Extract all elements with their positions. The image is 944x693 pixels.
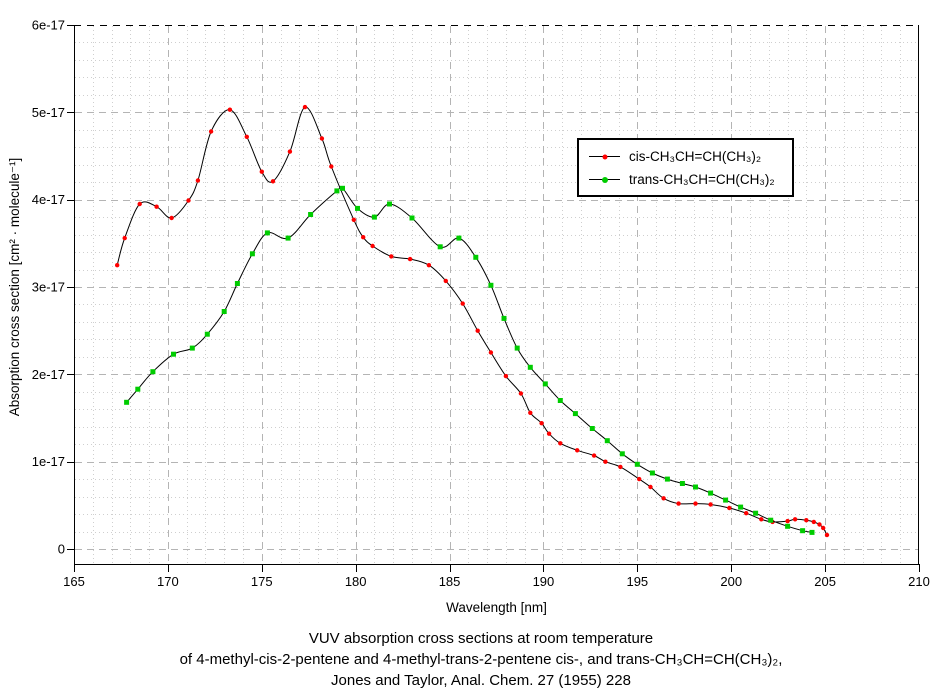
cis-marker-icon	[602, 154, 607, 159]
svg-text:180: 180	[345, 574, 367, 589]
svg-text:1e-17: 1e-17	[32, 454, 65, 469]
series-trans	[124, 185, 815, 535]
caption-line-3: Jones and Taylor, Anal. Chem. 27 (1955) …	[331, 672, 631, 689]
tick-labels: 0 1e-17 2e-17 3e-17 4e-17 5e-17 6e-17 165 170 175…	[32, 18, 930, 590]
legend-item-cis: cis-CH₃CH=CH(CH₃)₂	[589, 146, 792, 166]
svg-text:210: 210	[908, 574, 930, 589]
legend-label-cis: cis-CH₃CH=CH(CH₃)₂	[629, 148, 762, 164]
grid-minor	[75, 26, 918, 563]
axis-frame	[74, 25, 919, 565]
svg-text:5e-17: 5e-17	[32, 105, 65, 120]
axis-ticks	[67, 25, 920, 572]
svg-text:165: 165	[63, 574, 85, 589]
svg-text:2e-17: 2e-17	[32, 367, 65, 382]
trans-line-sample	[589, 176, 620, 183]
series-cis	[115, 104, 830, 538]
trans-marker-icon	[601, 176, 608, 183]
svg-text:195: 195	[626, 574, 648, 589]
svg-text:0: 0	[58, 542, 65, 557]
svg-text:170: 170	[157, 574, 179, 589]
svg-text:6e-17: 6e-17	[32, 18, 65, 33]
y-axis-title-text: Absorption cross section [cm² · molecule…	[7, 157, 22, 417]
svg-text:185: 185	[439, 574, 461, 589]
svg-text:205: 205	[814, 574, 836, 589]
svg-text:190: 190	[533, 574, 555, 589]
svg-text:200: 200	[720, 574, 742, 589]
cis-line-sample	[589, 154, 620, 159]
x-axis-title: Wavelength [nm]	[446, 600, 547, 615]
svg-text:175: 175	[251, 574, 273, 589]
legend-item-trans: trans-CH₃CH=CH(CH₃)₂	[589, 169, 792, 189]
caption-line-2: of 4-methyl-cis-2-pentene and 4-methyl-t…	[179, 651, 783, 668]
caption-line-1: VUV absorption cross sections at room te…	[308, 630, 654, 647]
legend: cis-CH₃CH=CH(CH₃)₂ trans-CH₃CH=CH(CH₃)₂	[577, 138, 794, 197]
legend-label-trans: trans-CH₃CH=CH(CH₃)₂	[629, 171, 775, 187]
svg-text:4e-17: 4e-17	[32, 192, 65, 207]
chart-plot-area: 0 1e-17 2e-17 3e-17 4e-17 5e-17 6e-17 165 170 175…	[32, 18, 930, 590]
svg-text:3e-17: 3e-17	[32, 280, 65, 295]
grid-major	[75, 26, 918, 563]
